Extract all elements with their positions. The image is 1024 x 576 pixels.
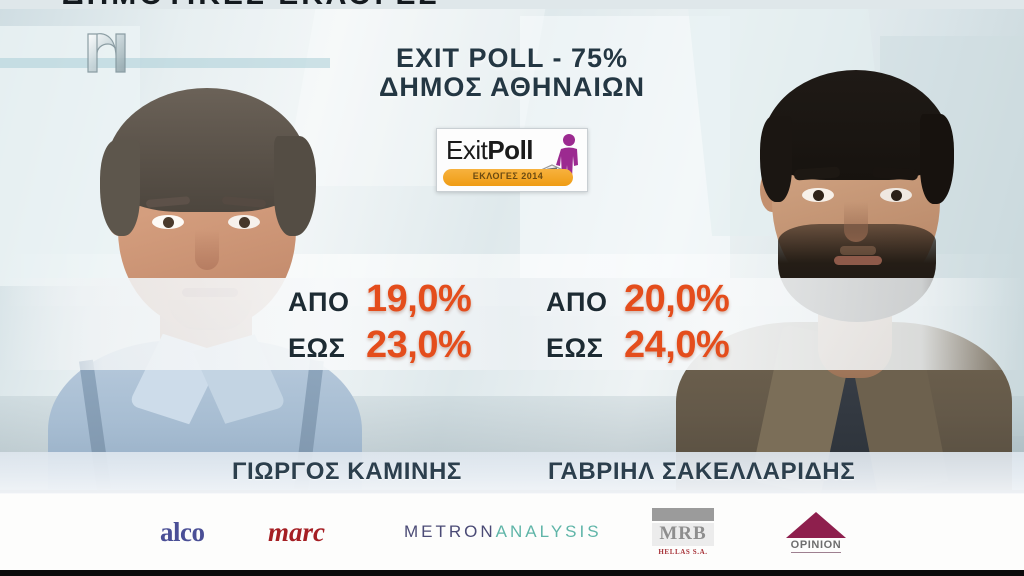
channel-logo-icon — [78, 26, 134, 80]
label-to: ΕΩΣ — [546, 333, 604, 363]
exit-poll-logo-text: ExitPoll — [446, 135, 534, 166]
mrb-top-bar — [652, 508, 714, 522]
label-to: ΕΩΣ — [288, 333, 346, 363]
pupil-right — [239, 217, 250, 228]
candidate-photo-left — [40, 50, 370, 490]
mustache-gap — [840, 246, 876, 255]
pollster-logo-metron-analysis: METRONANALYSIS — [404, 494, 602, 570]
nose — [844, 202, 868, 242]
page-title: EXIT POLL - 75% ΔΗΜΟΣ ΑΘΗΝΑΙΩΝ — [0, 44, 1024, 101]
logo-word-poll: Poll — [487, 135, 534, 165]
exit-poll-logo: ExitPoll ΕΚΛΟΓΕΣ 2014 — [436, 128, 588, 192]
logo-year-band: ΕΚΛΟΓΕΣ 2014 — [443, 169, 573, 186]
mrb-subtitle: HELLAS S.A. — [658, 547, 708, 556]
value-from: 19,0% — [366, 278, 472, 320]
voter-figure-icon — [555, 133, 583, 179]
pollster-logo-opinion: OPINION — [776, 494, 856, 570]
pupil-left — [163, 217, 174, 228]
result-row-to: ΕΩΣ 23,0% — [288, 324, 518, 370]
candidate-name-left: ΓΙΩΡΓΟΣ ΚΑΜΙΝΗΣ — [232, 458, 462, 485]
value-from: 20,0% — [624, 278, 730, 320]
top-cropped-caption-text: ΔΗΜΟΤΙΚΕΣ ΕΚΛΟΓΕΣ — [62, 0, 439, 9]
label-from: ΑΠΟ — [288, 287, 350, 317]
result-row-from: ΑΠΟ 20,0% — [546, 278, 776, 324]
mrb-name: MRB — [652, 523, 714, 546]
opinion-name: OPINION — [790, 538, 842, 553]
metron-word: METRON — [404, 522, 496, 541]
pupil-right — [891, 190, 902, 201]
pollster-logo-mrb: MRB HELLAS S.A. — [648, 494, 718, 570]
candidate-photo-right — [676, 40, 1012, 496]
result-column-right: ΑΠΟ 20,0% ΕΩΣ 24,0% — [546, 278, 776, 370]
value-to: 24,0% — [624, 324, 730, 366]
opinion-triangle-icon — [786, 511, 846, 538]
nose — [195, 230, 219, 270]
mouth — [834, 256, 882, 265]
headline-line-2: ΔΗΜΟΣ ΑΘΗΝΑΙΩΝ — [378, 71, 646, 102]
result-row-to: ΕΩΣ 24,0% — [546, 324, 776, 370]
analysis-word: ANALYSIS — [495, 522, 602, 541]
pupil-left — [813, 190, 824, 201]
value-to: 23,0% — [366, 324, 472, 366]
label-from: ΑΠΟ — [546, 287, 608, 317]
results-band: ΑΠΟ 19,0% ΕΩΣ 23,0% ΑΠΟ 20,0% ΕΩΣ 24,0% — [0, 278, 1024, 370]
pollster-logo-marc: marc — [268, 516, 325, 547]
hair — [100, 88, 316, 236]
pollster-logo-alco: alco — [160, 516, 205, 547]
headline-line-1: EXIT POLL - 75% — [395, 43, 629, 73]
pollster-logo-strip: alco marc METRONANALYSIS MRB HELLAS S.A.… — [0, 494, 1024, 570]
result-column-left: ΑΠΟ 19,0% ΕΩΣ 23,0% — [288, 278, 518, 370]
candidate-name-right: ΓΑΒΡΙΗΛ ΣΑΚΕΛΛΑΡΙΔΗΣ — [548, 458, 856, 485]
result-row-from: ΑΠΟ 19,0% — [288, 278, 518, 324]
bottom-letterbox-edge — [0, 570, 1024, 576]
candidate-names-bar: ΓΙΩΡΓΟΣ ΚΑΜΙΝΗΣ ΓΑΒΡΙΗΛ ΣΑΚΕΛΛΑΡΙΔΗΣ — [0, 452, 1024, 494]
top-cropped-caption-bar: ΔΗΜΟΤΙΚΕΣ ΕΚΛΟΓΕΣ — [0, 0, 1024, 9]
backdrop-accent-line — [0, 58, 330, 68]
logo-word-exit: Exit — [446, 135, 488, 165]
logo-band-text: ΕΚΛΟΓΕΣ 2014 — [472, 171, 544, 181]
